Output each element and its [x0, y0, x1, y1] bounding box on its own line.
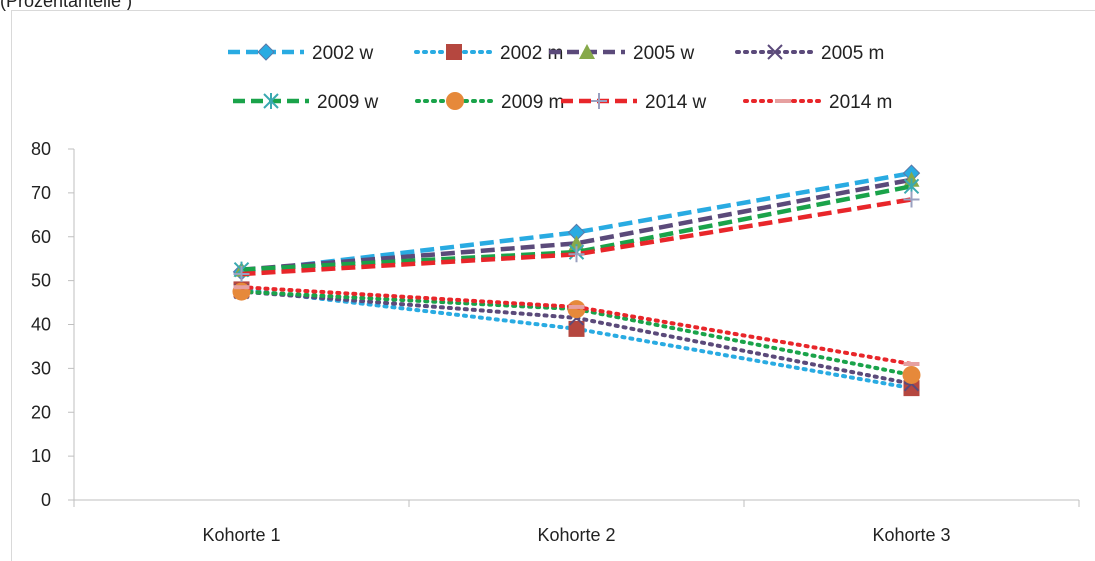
legend-item: 2014 w	[561, 92, 707, 113]
legend-item: 2002 w	[228, 43, 374, 64]
series-line	[241, 177, 912, 272]
legend-marker	[446, 92, 464, 110]
x-tick-label: Kohorte 2	[537, 525, 615, 545]
legend-label: 2005 w	[633, 43, 695, 64]
data-point-marker	[233, 266, 250, 283]
chart-caption: (Prozentanteile )	[0, 0, 133, 11]
legend-item: 2014 m	[743, 92, 892, 113]
series-2014-w	[233, 191, 920, 283]
data-point-marker	[903, 361, 920, 366]
legend-item: 2009 w	[233, 92, 379, 113]
series-line	[241, 184, 912, 272]
y-tick-label: 80	[31, 139, 51, 159]
y-tick-label: 30	[31, 358, 51, 378]
x-tick-label: Kohorte 3	[872, 525, 950, 545]
data-point-marker	[903, 191, 920, 208]
y-tick-label: 10	[31, 446, 51, 466]
y-tick-label: 60	[31, 227, 51, 247]
series-2014-m	[233, 285, 920, 366]
legend-item: 2005 m	[735, 43, 884, 64]
chart-frame	[11, 10, 1095, 561]
legend-marker	[257, 43, 275, 61]
data-point-marker	[568, 235, 585, 251]
data-point-marker	[568, 246, 585, 263]
legend-marker	[767, 44, 783, 60]
legend-marker	[591, 93, 607, 109]
legend-marker	[446, 44, 462, 60]
legend-marker	[263, 93, 279, 109]
legend-label: 2002 m	[500, 43, 563, 64]
legend-marker	[579, 44, 595, 59]
legend-label: 2014 m	[829, 92, 892, 113]
legend-label: 2009 m	[501, 92, 564, 113]
data-point-marker	[233, 285, 250, 290]
legend-item: 2002 m	[414, 43, 563, 64]
data-point-marker	[902, 365, 921, 384]
y-tick-label: 40	[31, 315, 51, 335]
series-line	[241, 197, 912, 277]
series-2002-w	[232, 164, 921, 281]
x-tick-label: Kohorte 1	[202, 525, 280, 545]
data-point-marker	[568, 320, 585, 337]
legend-label: 2009 w	[317, 92, 379, 113]
legend-label: 2002 w	[312, 43, 374, 64]
y-tick-label: 50	[31, 271, 51, 291]
data-point-marker	[568, 304, 585, 309]
legend-label: 2005 m	[821, 43, 884, 64]
y-tick-label: 70	[31, 183, 51, 203]
y-tick-label: 0	[41, 490, 51, 510]
legend-marker	[775, 99, 791, 103]
legend-item: 2005 w	[549, 43, 695, 64]
data-point-marker	[567, 300, 586, 319]
y-tick-label: 20	[31, 402, 51, 422]
legend-label: 2014 w	[645, 92, 707, 113]
legend-item: 2009 m	[415, 92, 564, 113]
